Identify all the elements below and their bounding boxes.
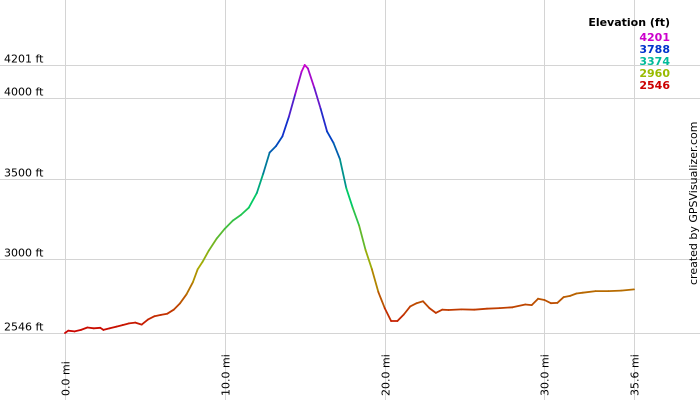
elevation-segment [377, 290, 386, 310]
elevation-segment [556, 296, 565, 304]
elevation-segment [313, 86, 322, 110]
y-axis: 2546 ft 3000 ft 3500 ft 4000 ft 4201 ft [4, 53, 44, 334]
elevation-segment [172, 302, 182, 311]
legend-entry: 3788 [639, 43, 670, 56]
y-tick-label: 4000 ft [4, 86, 44, 99]
y-tick-label: 4201 ft [4, 53, 44, 66]
legend-entry: 3374 [639, 55, 670, 68]
x-axis: 0.0 mi 10.0 mi 20.0 mi 30.0 mi 35.6 mi [60, 354, 642, 396]
y-tick-label: 3000 ft [4, 247, 44, 260]
elevation-segment [370, 268, 380, 293]
elevation-segment [147, 315, 156, 321]
elevation-segment [102, 327, 111, 331]
watermark: created by GPSVisualizer.com [687, 122, 700, 285]
elevation-segment [383, 307, 393, 322]
elevation-segment [239, 206, 250, 216]
elevation-segment [262, 151, 271, 175]
elevation-segment [428, 307, 437, 314]
elevation-segment [524, 303, 533, 307]
elevation-segment [268, 145, 277, 154]
elevation-segment [473, 307, 488, 311]
elevation-segment [80, 326, 89, 331]
x-tick-label: 0.0 mi [60, 361, 73, 396]
elevation-segment [134, 321, 143, 326]
elevation-segment [332, 141, 341, 161]
x-tick-label: 35.6 mi [629, 354, 642, 396]
elevation-segment [86, 326, 95, 330]
legend-title: Elevation (ft) [588, 16, 670, 29]
elevation-segment [275, 135, 284, 148]
elevation-segment [326, 130, 335, 144]
elevation-segment [231, 214, 242, 222]
elevation-segment [396, 313, 405, 322]
elevation-segment [127, 321, 137, 325]
legend-entry: 2546 [639, 79, 670, 92]
elevation-segment [569, 292, 578, 297]
elevation-segment [345, 187, 354, 209]
elevation-segment [543, 299, 552, 305]
elevation-segment [255, 172, 265, 195]
x-tick-label: 30.0 mi [539, 354, 552, 396]
x-tick-label: 10.0 mi [220, 354, 233, 396]
elevation-segment [409, 302, 418, 308]
elevation-segment [447, 308, 463, 311]
elevation-segment [434, 308, 444, 314]
elevation-segment [185, 281, 194, 296]
elevation-segment [191, 268, 199, 284]
elevation-segment [108, 325, 117, 330]
elevation-segment [159, 312, 169, 316]
elevation-segment [67, 329, 76, 333]
elevation-segment [179, 293, 188, 305]
elevation-segment [486, 307, 501, 310]
elevation-segment [196, 260, 204, 271]
elevation-segment [73, 328, 82, 333]
elevation-segment [153, 313, 162, 318]
legend-entry: 4201 [639, 31, 670, 44]
elevation-segment [306, 67, 316, 89]
elevation-segment [115, 324, 124, 328]
elevation-segment [511, 303, 527, 309]
elevation-segment [223, 219, 234, 230]
elevation-segment [402, 305, 412, 316]
elevation-segment [530, 297, 539, 307]
elevation-segment [575, 291, 584, 295]
elevation-segment [415, 300, 424, 305]
elevation-segment [294, 70, 303, 96]
elevation-segment [207, 237, 218, 252]
elevation-segment [358, 224, 367, 251]
elevation-segment [281, 116, 290, 138]
elevation-segment [140, 318, 150, 326]
elevation-segment [422, 300, 431, 310]
elevation-segment [582, 290, 597, 294]
elevation-segment [287, 93, 297, 118]
elevation-series [64, 64, 635, 334]
elevation-segment [166, 308, 175, 315]
elevation-segment [300, 64, 306, 73]
elevation-segment [498, 306, 514, 310]
x-tick-label: 20.0 mi [380, 354, 393, 396]
elevation-segment [364, 248, 373, 271]
y-tick-label: 3500 ft [4, 167, 44, 180]
elevation-segment [201, 249, 210, 263]
elevation-segment [562, 294, 571, 299]
elevation-segment [620, 288, 635, 292]
elevation-segment [215, 227, 226, 240]
y-tick-label: 2546 ft [4, 321, 44, 334]
elevation-segment [121, 322, 130, 327]
elevation-segment [607, 289, 623, 293]
elevation-segment [537, 297, 546, 301]
elevation-segment [92, 326, 102, 330]
elevation-segment [351, 206, 361, 227]
elevation-segment [319, 108, 329, 133]
legend-entry: 2960 [639, 67, 670, 80]
elevation-segment [338, 158, 348, 190]
elevation-segment [247, 192, 258, 209]
